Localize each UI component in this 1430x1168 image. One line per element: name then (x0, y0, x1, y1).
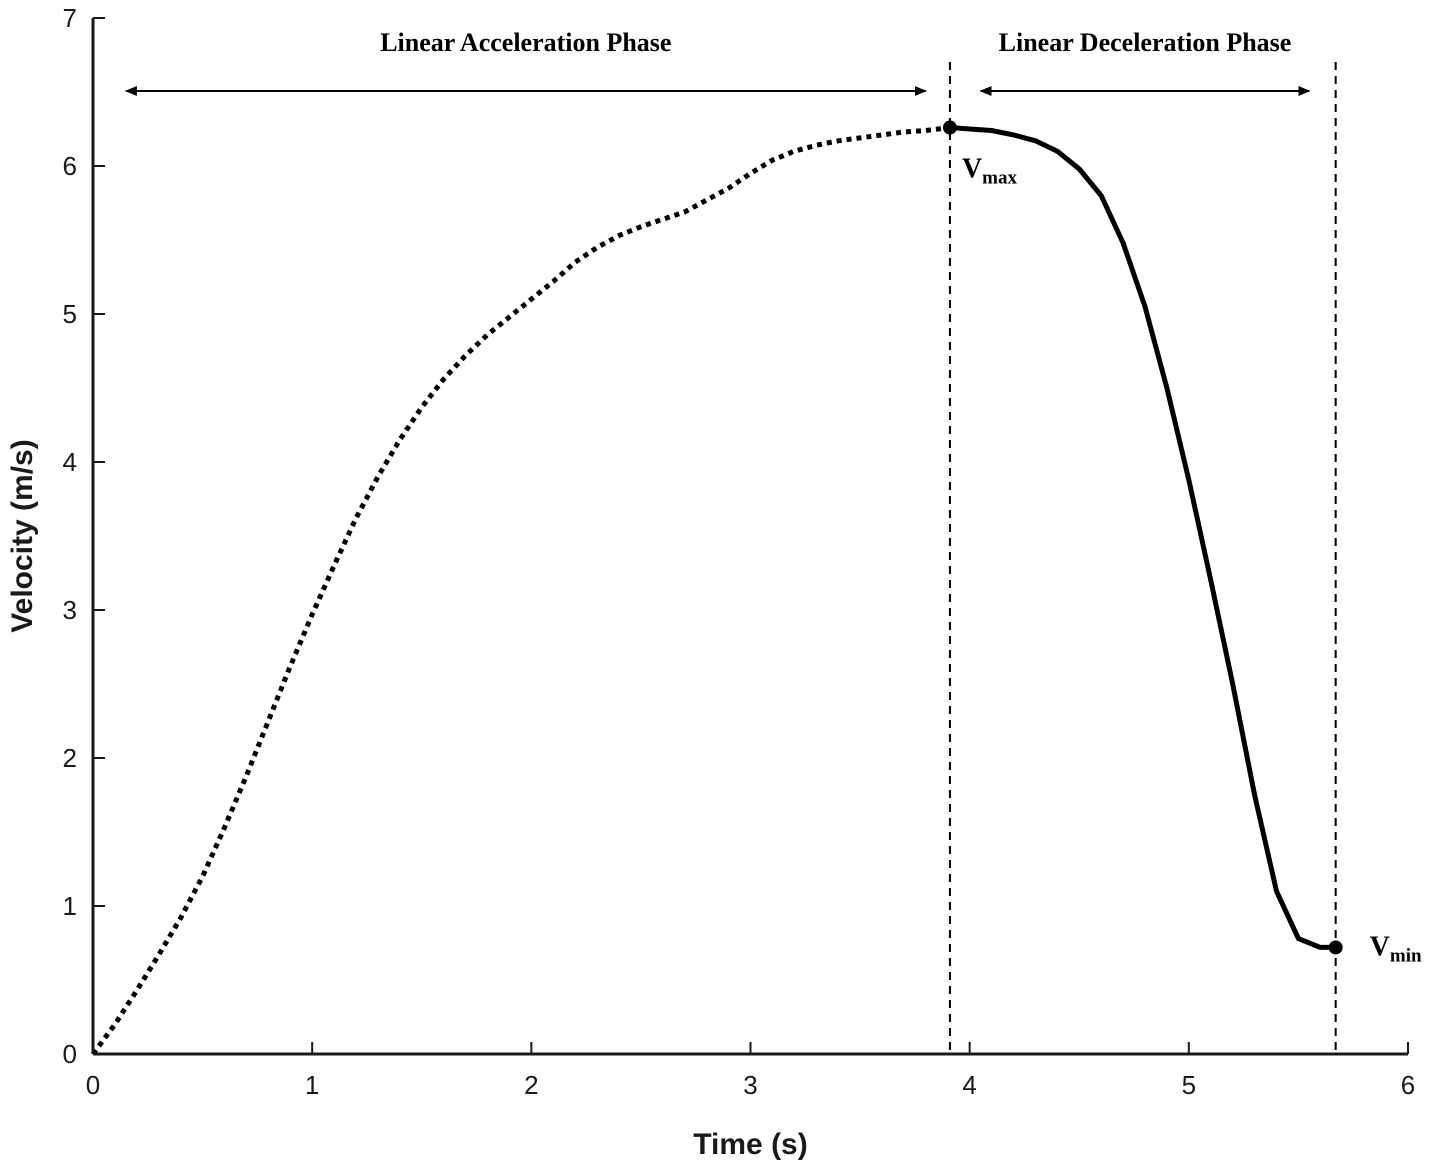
phase-annotations: Linear Acceleration Phase Linear Decelera… (124, 28, 1311, 96)
y-tick-label: 4 (63, 447, 77, 477)
y-tick-label: 0 (63, 1039, 77, 1069)
phase-label: Linear Acceleration Phase (380, 28, 671, 57)
point-label-max: Vmax (962, 154, 1018, 189)
x-tick-label: 1 (305, 1070, 319, 1100)
phase-label: Linear Deceleration Phase (999, 28, 1292, 57)
y-tick-label: 1 (63, 891, 77, 921)
y-tick-label: 2 (63, 743, 77, 773)
x-tick-label: 5 (1182, 1070, 1196, 1100)
x-tick-label: 6 (1401, 1070, 1415, 1100)
acceleration-curve (90, 125, 951, 1056)
point-label-min: Vmin (1370, 931, 1422, 966)
phase-boundary-lines (948, 62, 1337, 1054)
y-tick-label: 6 (63, 151, 77, 181)
point-label-sub: min (1390, 945, 1422, 966)
point-marker-max (942, 120, 957, 135)
x-tick-label: 3 (743, 1070, 757, 1100)
x-tick-label: 2 (524, 1070, 538, 1100)
x-axis-ticks: 0 1 2 3 4 5 6 (86, 1042, 1415, 1100)
y-axis-title: Velocity (m/s) (6, 439, 39, 632)
y-tick-label: 7 (63, 3, 77, 33)
x-tick-label: 0 (86, 1070, 100, 1100)
deceleration-curve (949, 125, 1336, 950)
y-axis-ticks: 0 1 2 3 4 5 6 7 (63, 3, 105, 1069)
y-tick-label: 3 (63, 595, 77, 625)
y-tick-label: 5 (63, 299, 77, 329)
point-marker-min (1328, 940, 1343, 955)
point-label-sub: max (982, 168, 1017, 189)
point-label-main: V (962, 154, 982, 185)
axes: 0 1 2 3 4 5 6 0 1 2 3 4 5 6 7 Time (s) Velocity (m/s) (6, 3, 1415, 1161)
velocity-series (90, 125, 1336, 1056)
x-axis-title: Time (s) (693, 1128, 807, 1161)
x-tick-label: 4 (962, 1070, 976, 1100)
point-label-main: V (1370, 931, 1390, 962)
